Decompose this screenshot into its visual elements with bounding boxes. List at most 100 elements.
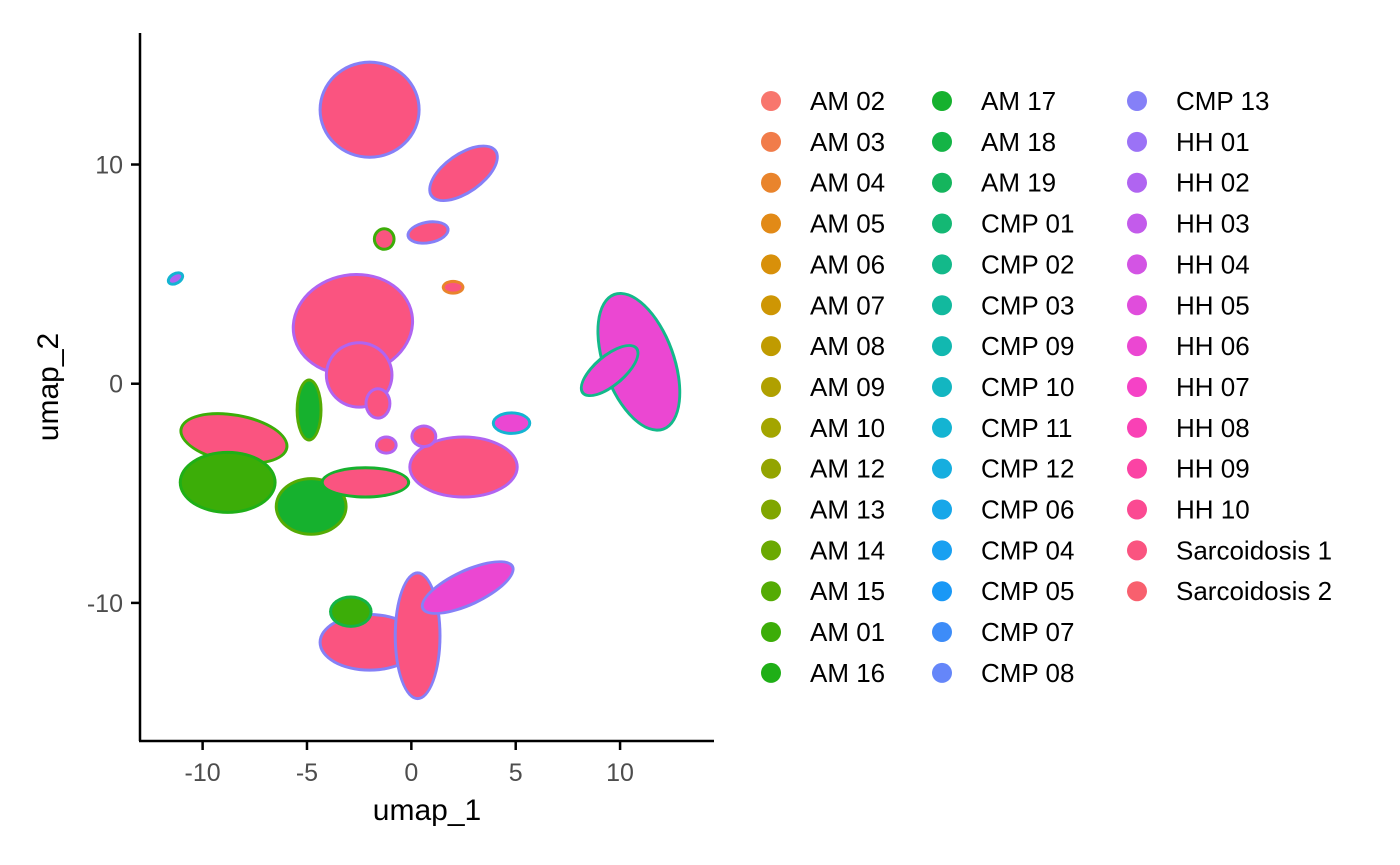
legend-key-dot — [761, 91, 781, 111]
legend-item: CMP 06 — [932, 495, 1074, 525]
legend-label: HH 09 — [1176, 454, 1250, 484]
x-tick-label: 5 — [509, 759, 523, 787]
legend-key-dot — [1127, 91, 1147, 111]
cluster-core-points — [321, 616, 418, 669]
legend-key-dot — [761, 295, 781, 316]
legend-label: AM 01 — [810, 617, 885, 647]
legend-key-dot — [932, 131, 952, 152]
legend-label: HH 07 — [1176, 372, 1250, 402]
legend-label: Sarcoidosis 1 — [1176, 535, 1332, 565]
legend-item: AM 18 — [932, 127, 1056, 157]
cluster-core-points — [182, 415, 286, 462]
legend-key-dot — [761, 131, 781, 152]
cluster-core-points — [294, 275, 412, 374]
legend-label: AM 04 — [810, 168, 885, 198]
legend-label: AM 08 — [810, 331, 885, 361]
legend-key-dot — [761, 417, 781, 438]
legend-label: AM 19 — [981, 168, 1056, 198]
cluster-core-points — [277, 480, 345, 533]
legend-key-dot — [761, 540, 781, 561]
cluster-core-points — [332, 598, 370, 625]
legend-item: HH 06 — [1127, 331, 1250, 361]
legend-item: AM 08 — [761, 331, 885, 361]
legend-item: AM 12 — [761, 454, 885, 484]
legend-key-dot — [761, 622, 781, 643]
legend-label: CMP 07 — [981, 617, 1074, 647]
legend-key-dot — [932, 254, 952, 275]
legend-key-dot — [761, 213, 781, 234]
legend-label: AM 13 — [810, 495, 885, 525]
legend-item: AM 14 — [761, 535, 885, 565]
legend-label: HH 06 — [1176, 331, 1250, 361]
y-tick-label: 0 — [109, 371, 123, 399]
point-cluster — [596, 291, 682, 432]
legend-key-dot — [1127, 581, 1147, 602]
legend-item: CMP 13 — [1127, 86, 1269, 116]
x-tick-label: 10 — [606, 759, 634, 787]
legend-label: AM 10 — [810, 413, 885, 443]
legend-key-dot — [761, 254, 781, 275]
point-cluster — [372, 227, 396, 251]
legend-item: AM 05 — [761, 209, 885, 239]
x-tick-label: -10 — [185, 759, 221, 787]
legend-label: AM 07 — [810, 290, 885, 320]
legend-item: AM 10 — [761, 413, 885, 443]
point-cluster — [410, 424, 438, 449]
cluster-core-points — [413, 427, 435, 446]
legend-label: AM 17 — [981, 86, 1056, 116]
legend-label: CMP 01 — [981, 209, 1074, 239]
point-cluster — [320, 466, 411, 499]
legend-key-dot — [1127, 131, 1147, 152]
legend-key-dot — [932, 417, 952, 438]
legend-key-dot — [1127, 172, 1147, 193]
legend-label: CMP 06 — [981, 495, 1074, 525]
legend-item: AM 02 — [761, 86, 885, 116]
legend-key-dot — [761, 499, 781, 520]
cluster-core-points — [411, 438, 516, 496]
legend-item: AM 15 — [761, 576, 885, 606]
legend-key-dot — [932, 213, 952, 234]
legend-item: AM 03 — [761, 127, 885, 157]
legend-key-dot — [932, 581, 952, 602]
legend-item: HH 05 — [1127, 290, 1250, 320]
legend-label: AM 09 — [810, 372, 885, 402]
legend-label: AM 02 — [810, 86, 885, 116]
legend-key-dot — [761, 336, 781, 357]
legend-item: AM 04 — [761, 168, 885, 198]
point-cluster — [295, 378, 323, 442]
legend-label: AM 14 — [810, 535, 885, 565]
legend-label: CMP 12 — [981, 454, 1074, 484]
point-cluster — [179, 412, 289, 465]
legend-item: CMP 05 — [932, 576, 1074, 606]
legend-item: HH 08 — [1127, 413, 1250, 443]
x-tick-label: 0 — [404, 759, 418, 787]
legend-item: AM 16 — [761, 658, 885, 688]
legend-label: CMP 03 — [981, 290, 1074, 320]
cluster-core-points — [321, 63, 418, 156]
cluster-core-points — [599, 294, 679, 429]
legend-key-dot — [761, 581, 781, 602]
legend-label: HH 05 — [1176, 290, 1250, 320]
legend-label: HH 10 — [1176, 495, 1250, 525]
point-cluster — [406, 220, 450, 245]
legend-label: HH 08 — [1176, 413, 1250, 443]
legend-item: CMP 09 — [932, 331, 1074, 361]
cluster-core-points — [444, 282, 462, 292]
point-cluster — [318, 60, 421, 159]
legend-label: AM 18 — [981, 127, 1056, 157]
legend-item: CMP 03 — [932, 290, 1074, 320]
legend-label: CMP 11 — [981, 413, 1073, 443]
legend-item: AM 19 — [932, 168, 1056, 198]
legend-key-dot — [1127, 417, 1147, 438]
legend-item: Sarcoidosis 2 — [1127, 576, 1332, 606]
cluster-core-points — [367, 390, 389, 417]
legend-item: AM 13 — [761, 495, 885, 525]
x-axis-title: umap_1 — [373, 794, 481, 827]
x-axis-ticks: -10 -5 0 5 10 — [185, 741, 634, 787]
point-cluster — [374, 435, 398, 455]
legend-item: CMP 11 — [932, 413, 1073, 443]
y-tick-label: 10 — [95, 152, 123, 180]
legend-key-dot — [1127, 540, 1147, 561]
legend-item: AM 17 — [932, 86, 1056, 116]
legend-item: CMP 04 — [932, 535, 1074, 565]
